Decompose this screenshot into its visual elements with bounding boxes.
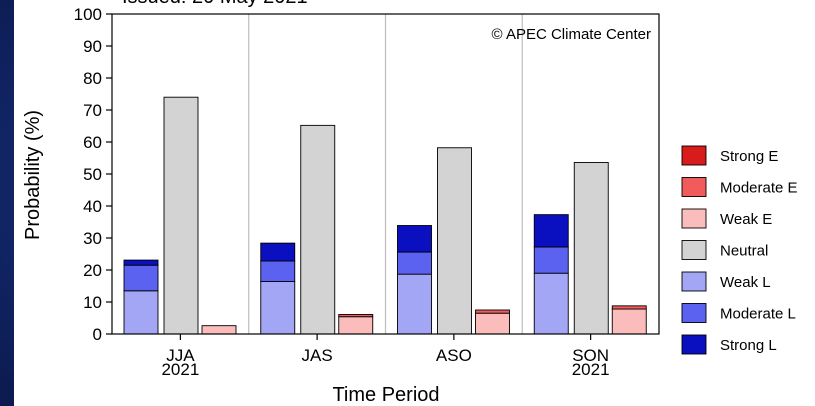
bar-weak-l <box>533 272 569 335</box>
legend-label: Strong L <box>720 337 777 354</box>
x-tick-label: JAS <box>302 346 333 365</box>
x-tick-sublabel: 2021 <box>161 360 199 379</box>
legend-label: Moderate L <box>720 306 796 323</box>
bar-neutral <box>163 96 199 335</box>
bar-neutral <box>300 124 336 335</box>
bar-strong-l <box>260 242 296 262</box>
x-tick-label: SON <box>572 346 609 365</box>
legend-swatch <box>681 177 707 197</box>
y-tick-label: 80 <box>83 69 102 88</box>
bar-neutral <box>573 162 609 335</box>
bar-moderate-e <box>338 314 374 318</box>
y-tick-label: 50 <box>83 165 102 184</box>
bar-strong-l <box>123 259 159 266</box>
legend-label: Strong E <box>720 148 778 165</box>
bar-weak-e <box>475 312 510 335</box>
bar-strong-l <box>397 225 432 253</box>
legend-label: Weak L <box>720 274 771 291</box>
bar-weak-l <box>260 281 296 335</box>
bar-moderate-l <box>533 246 569 274</box>
x-tick-sublabel: 2021 <box>572 360 610 379</box>
bar-moderate-e <box>611 305 647 310</box>
legend-swatch <box>681 334 707 355</box>
legend-label: Neutral <box>720 243 768 260</box>
bar-strong-l <box>533 214 569 248</box>
legend-label: Weak E <box>720 211 772 228</box>
y-axis-title: Probability (%) <box>22 110 44 240</box>
issued-text: Issued: 20 May 2021 <box>122 0 308 8</box>
bar-weak-e <box>611 308 647 335</box>
y-tick-label: 40 <box>83 197 102 216</box>
y-tick-label: 70 <box>83 101 102 120</box>
separator-lines <box>248 14 523 334</box>
bar-moderate-l <box>397 251 432 275</box>
y-tick-label: 100 <box>74 5 102 24</box>
bar-weak-e <box>201 325 237 335</box>
legend-swatch <box>681 208 707 229</box>
y-tick-label: 20 <box>83 261 102 280</box>
legend-label: Moderate E <box>720 180 798 197</box>
legend-swatch <box>681 303 707 323</box>
bar-neutral <box>437 147 472 335</box>
legend: Strong E Moderate E Weak E Neutral Weak L Mod… <box>681 145 798 355</box>
legend-swatch <box>681 145 707 166</box>
y-tick-label: 0 <box>93 325 102 344</box>
bar-moderate-l <box>123 264 159 292</box>
bar-weak-l <box>397 273 432 335</box>
bars <box>123 96 647 335</box>
bar-moderate-l <box>260 260 296 282</box>
x-axis-title: Time Period <box>332 384 439 406</box>
x-tick-label: JJA <box>166 346 195 365</box>
bar-weak-e <box>338 316 374 335</box>
y-tick-label: 30 <box>83 229 102 248</box>
credit-text: © APEC Climate Center <box>492 26 651 43</box>
y-tick-label: 10 <box>83 293 102 312</box>
x-tick-label: ASO <box>436 346 472 365</box>
legend-swatch <box>681 240 707 260</box>
y-tick-label: 90 <box>83 37 102 56</box>
legend-swatch <box>681 271 707 292</box>
chart-frame <box>14 0 815 406</box>
y-axis-ticks: 0 10 20 30 40 50 60 70 80 90 100 <box>74 5 112 344</box>
y-tick-label: 60 <box>83 133 102 152</box>
bar-moderate-e <box>475 309 510 314</box>
bar-weak-l <box>123 290 159 335</box>
